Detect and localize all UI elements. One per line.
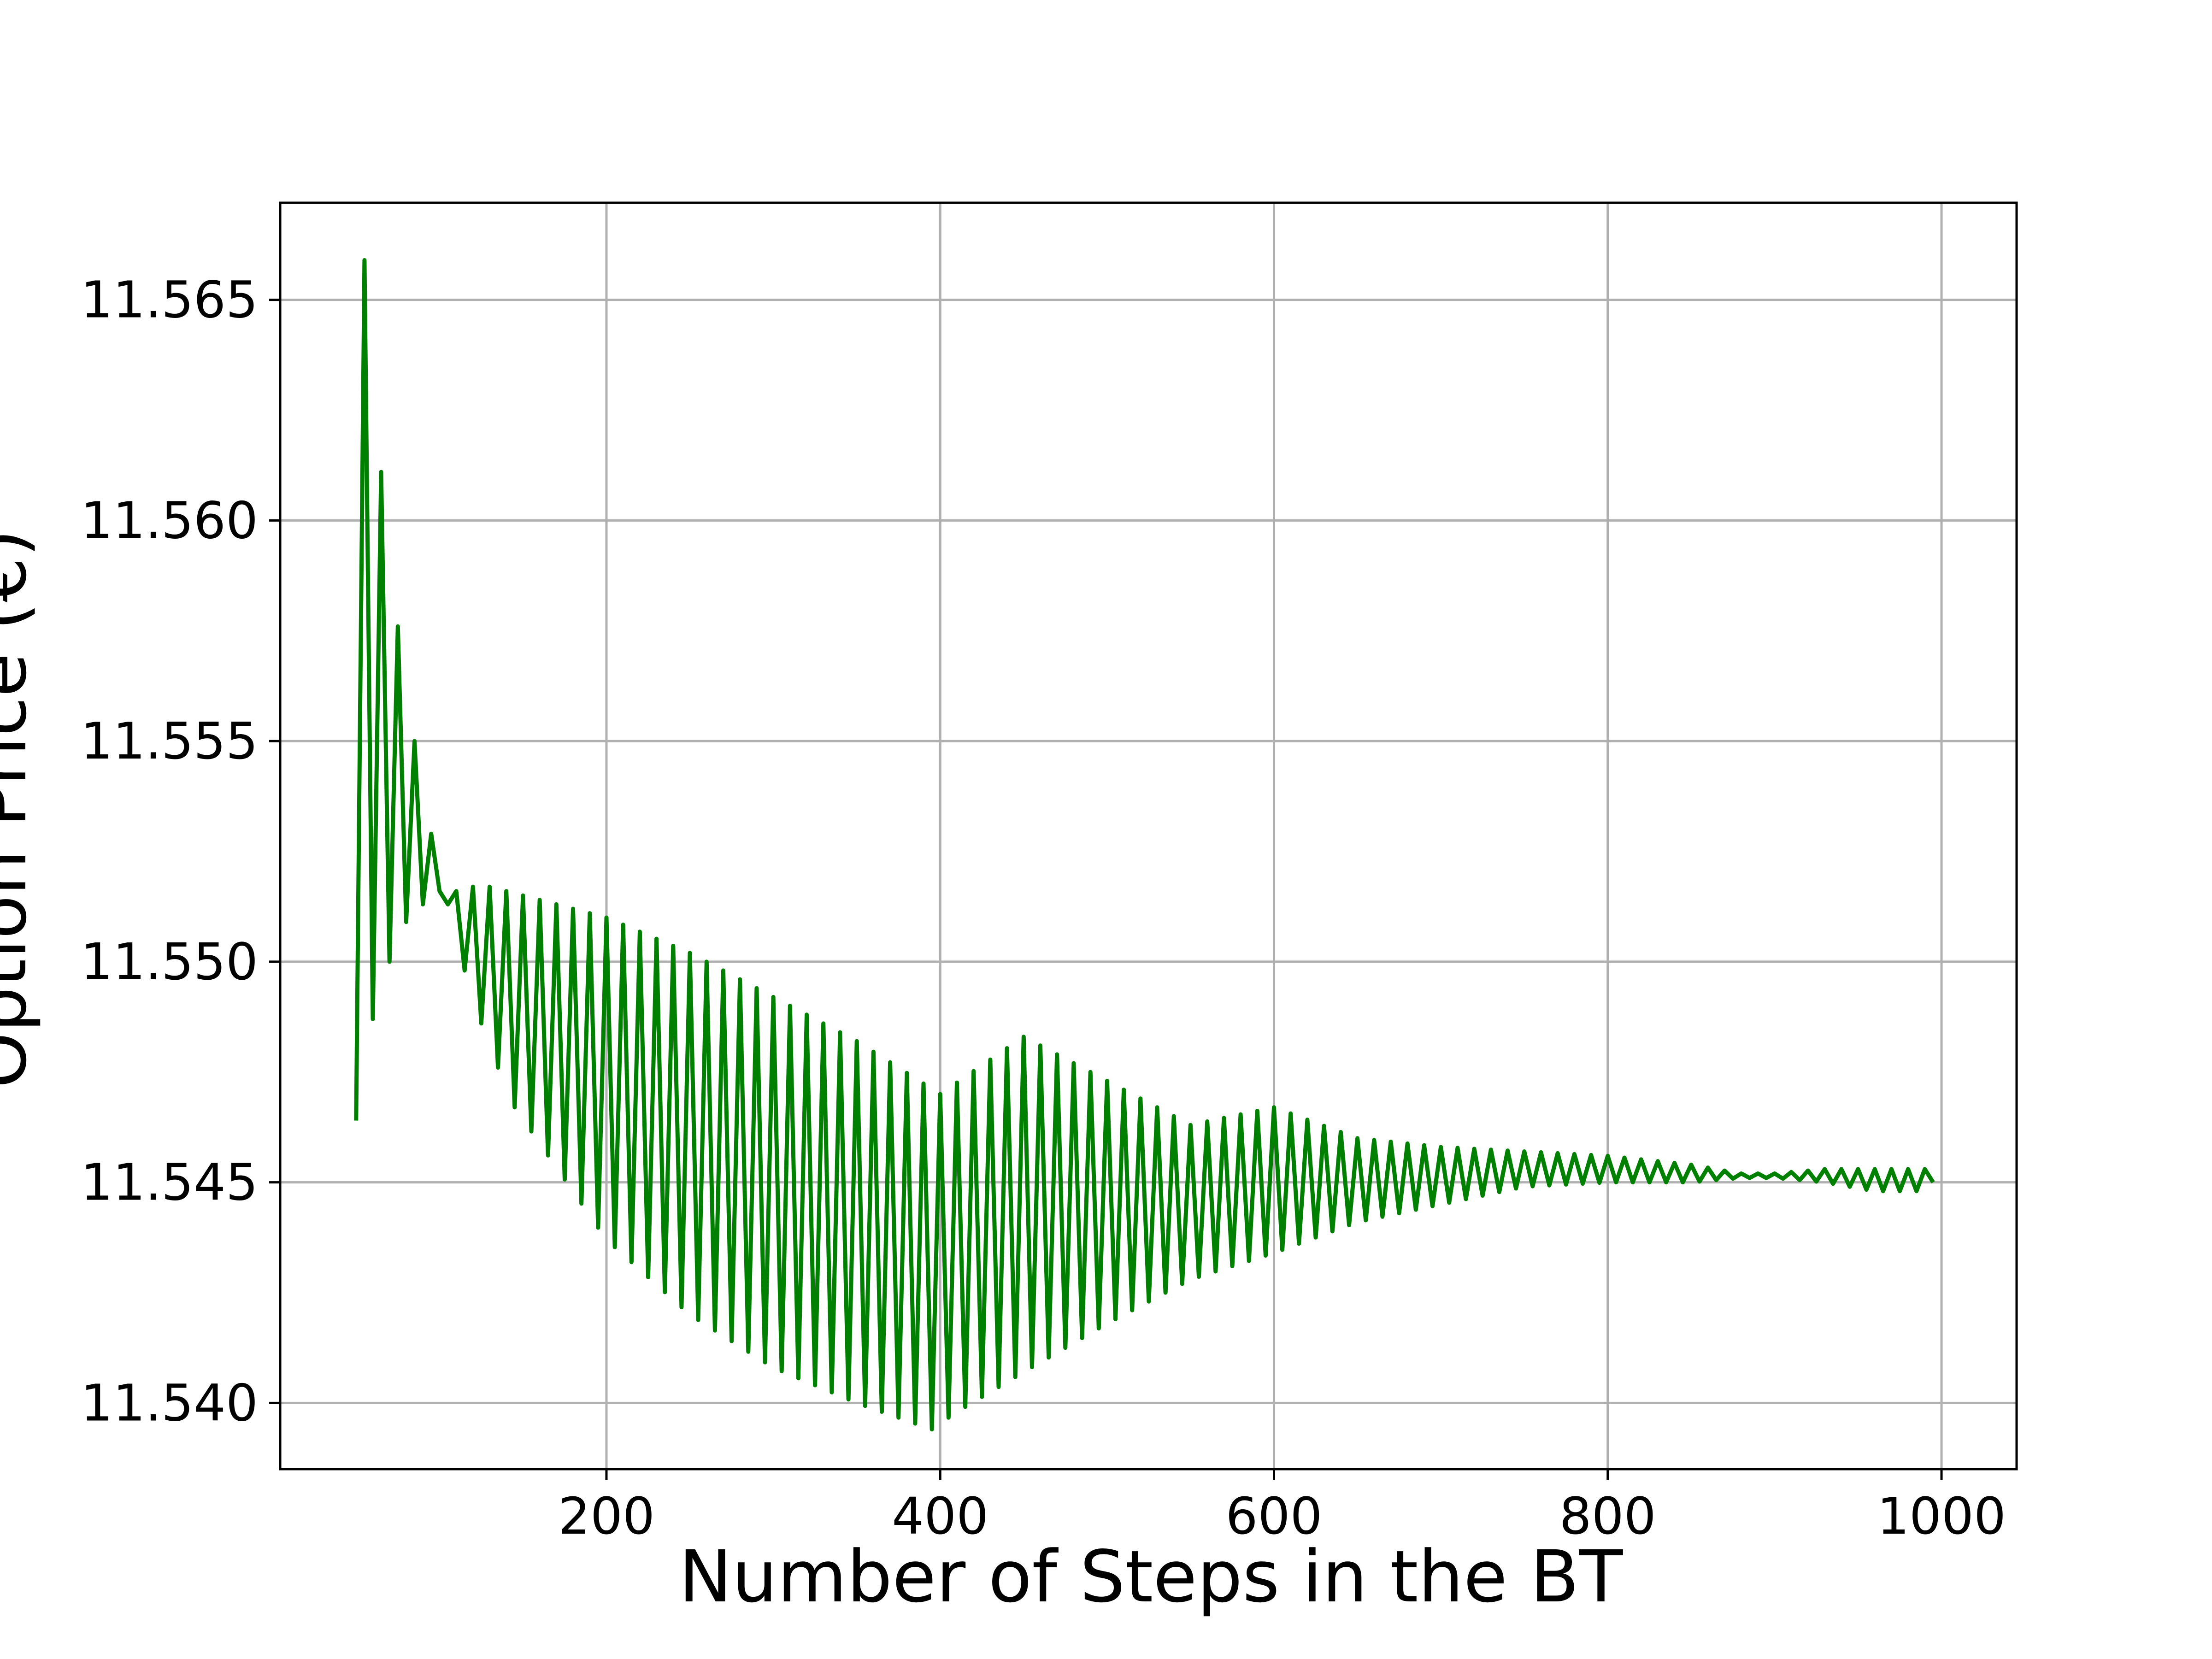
y-tick-label: 11.550 <box>81 932 258 991</box>
x-tick-label: 1000 <box>1877 1487 2006 1546</box>
x-tick-label: 400 <box>892 1487 988 1546</box>
y-axis-label: Option Price (€) <box>0 529 42 1088</box>
y-tick-label: 11.555 <box>81 712 258 771</box>
x-tick-label: 200 <box>558 1487 655 1546</box>
y-tick-label: 11.560 <box>81 491 258 550</box>
y-axis-ticks: 11.540 11.545 11.550 11.555 11.560 11.565 <box>81 271 280 1432</box>
plot-frame <box>279 201 2018 1471</box>
x-tick-label: 600 <box>1226 1487 1323 1546</box>
x-tick-label: 800 <box>1559 1487 1656 1546</box>
y-tick-label: 11.540 <box>81 1373 258 1432</box>
x-axis-label: Number of Steps in the BT <box>679 1535 1624 1618</box>
x-axis-ticks: 200 400 600 800 1000 <box>558 1469 2006 1546</box>
y-tick-label: 11.565 <box>81 271 258 329</box>
series-line <box>354 258 1935 1432</box>
y-tick-label: 11.545 <box>81 1153 258 1212</box>
grid-lines <box>280 203 2017 1469</box>
